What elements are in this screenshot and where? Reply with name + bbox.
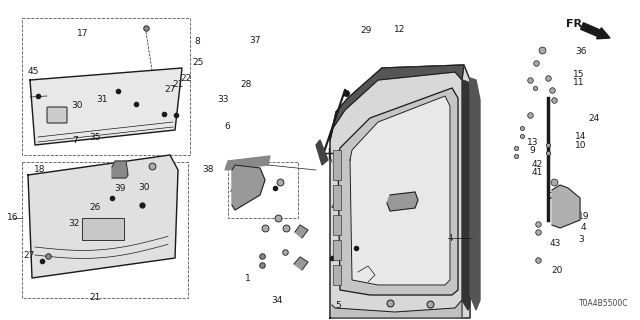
Text: 25: 25 bbox=[193, 58, 204, 67]
Polygon shape bbox=[332, 300, 462, 318]
Bar bbox=[333, 185, 341, 210]
Bar bbox=[333, 240, 341, 260]
Text: 46: 46 bbox=[250, 184, 262, 193]
Text: 2: 2 bbox=[263, 157, 268, 166]
Bar bbox=[228, 162, 298, 218]
Text: 29: 29 bbox=[360, 26, 372, 35]
Polygon shape bbox=[294, 257, 308, 270]
Text: 39: 39 bbox=[115, 184, 126, 193]
Text: 12: 12 bbox=[394, 25, 406, 34]
Text: 11: 11 bbox=[573, 78, 585, 87]
Text: 17: 17 bbox=[77, 29, 89, 38]
Text: 31: 31 bbox=[97, 95, 108, 104]
Text: 6: 6 bbox=[225, 122, 230, 131]
Text: 1: 1 bbox=[246, 274, 251, 283]
Text: 7: 7 bbox=[73, 136, 78, 145]
Text: 19: 19 bbox=[578, 212, 589, 221]
Bar bbox=[333, 215, 341, 235]
Bar bbox=[333, 265, 341, 285]
Text: 9: 9 bbox=[530, 146, 535, 155]
Text: 27: 27 bbox=[164, 85, 175, 94]
Text: 37: 37 bbox=[249, 36, 260, 45]
Text: 43: 43 bbox=[550, 239, 561, 248]
Polygon shape bbox=[462, 80, 470, 310]
Text: 18: 18 bbox=[34, 165, 45, 174]
Bar bbox=[82, 218, 124, 240]
Polygon shape bbox=[350, 96, 450, 285]
Text: 44: 44 bbox=[442, 234, 454, 243]
Text: 22: 22 bbox=[180, 74, 191, 83]
Polygon shape bbox=[387, 192, 418, 211]
Text: 40: 40 bbox=[230, 186, 241, 195]
Text: 30: 30 bbox=[138, 183, 150, 192]
Text: 5: 5 bbox=[335, 301, 340, 310]
Text: T0A4B5500C: T0A4B5500C bbox=[579, 299, 628, 308]
FancyArrow shape bbox=[580, 23, 610, 39]
Text: 26: 26 bbox=[89, 204, 100, 212]
Bar bbox=[22, 18, 190, 155]
Polygon shape bbox=[330, 65, 464, 140]
Polygon shape bbox=[232, 165, 265, 210]
Polygon shape bbox=[28, 155, 178, 278]
Text: FR.: FR. bbox=[566, 19, 586, 29]
Polygon shape bbox=[552, 185, 580, 228]
Bar bbox=[22, 162, 188, 298]
Polygon shape bbox=[338, 88, 458, 295]
Text: 41: 41 bbox=[532, 168, 543, 177]
Text: 8: 8 bbox=[195, 37, 200, 46]
Text: 4: 4 bbox=[581, 223, 586, 232]
Text: 15: 15 bbox=[573, 70, 585, 79]
Text: 33: 33 bbox=[217, 95, 228, 104]
Text: 35: 35 bbox=[89, 133, 100, 142]
Text: 21: 21 bbox=[89, 293, 100, 302]
Text: 47: 47 bbox=[330, 202, 342, 211]
Text: 10: 10 bbox=[575, 141, 587, 150]
Text: 14: 14 bbox=[575, 132, 587, 141]
Text: 13: 13 bbox=[527, 138, 538, 147]
Text: 30: 30 bbox=[71, 101, 83, 110]
Polygon shape bbox=[225, 156, 270, 170]
Text: 34: 34 bbox=[271, 296, 282, 305]
Polygon shape bbox=[358, 266, 375, 282]
Text: 36: 36 bbox=[575, 47, 587, 56]
Polygon shape bbox=[112, 161, 128, 178]
Text: 32: 32 bbox=[68, 220, 79, 228]
Text: 21: 21 bbox=[172, 80, 184, 89]
Polygon shape bbox=[30, 68, 182, 145]
Text: 3: 3 bbox=[579, 235, 584, 244]
Text: 24: 24 bbox=[588, 114, 600, 123]
Bar bbox=[333, 150, 341, 180]
Text: 23: 23 bbox=[548, 192, 559, 201]
Text: 20: 20 bbox=[551, 266, 563, 275]
Text: 16: 16 bbox=[7, 213, 19, 222]
Text: 27: 27 bbox=[23, 252, 35, 260]
FancyBboxPatch shape bbox=[47, 107, 67, 123]
Text: 45: 45 bbox=[28, 68, 39, 76]
Text: 42: 42 bbox=[532, 160, 543, 169]
Polygon shape bbox=[470, 78, 480, 310]
Text: 38: 38 bbox=[202, 165, 214, 174]
Polygon shape bbox=[330, 65, 470, 318]
Polygon shape bbox=[295, 225, 308, 238]
Text: 28: 28 bbox=[241, 80, 252, 89]
Polygon shape bbox=[316, 140, 328, 165]
